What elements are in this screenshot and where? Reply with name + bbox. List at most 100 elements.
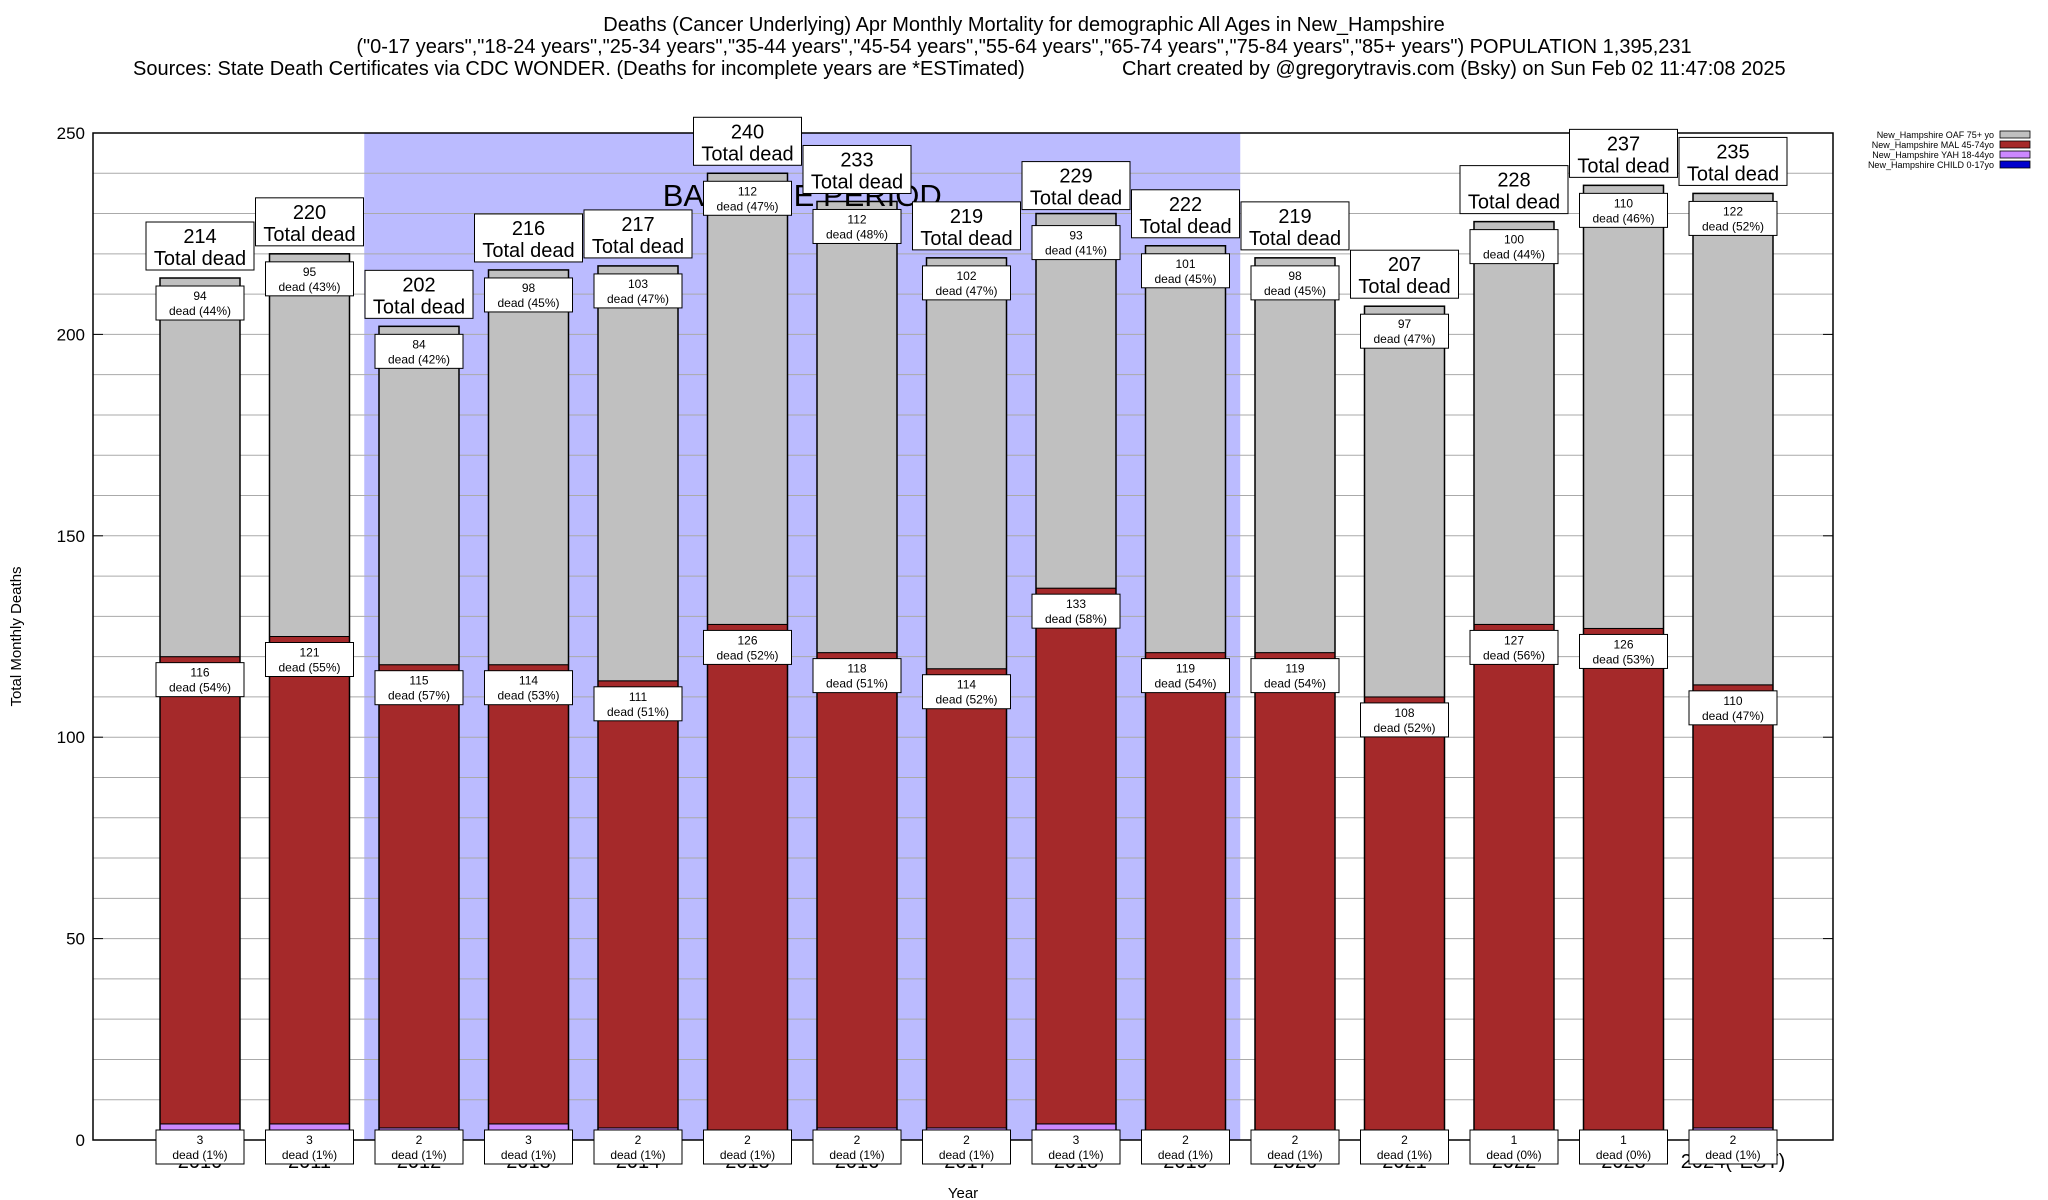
bar-segment: [1364, 696, 1445, 1133]
label-value: 122: [1723, 204, 1743, 218]
label-percent: dead (44%): [1483, 248, 1545, 262]
total-box: [693, 116, 802, 166]
label-value: 121: [299, 646, 319, 660]
label-box: [593, 273, 683, 309]
legend-label: New_Hampshire MAL 45-74yo: [1872, 140, 1994, 150]
bar-segment: [597, 265, 679, 682]
y-tick-label: 200: [57, 325, 85, 344]
label-box: [1579, 1129, 1668, 1165]
label-value: 110: [1614, 196, 1633, 210]
chart-title-block: Deaths (Cancer Underlying) Apr Monthly M…: [0, 14, 2048, 80]
label-percent: dead (1%): [829, 1148, 884, 1162]
y-tick-label: 100: [57, 728, 85, 747]
label-value: 1: [1511, 1133, 1518, 1147]
label-box: [484, 277, 573, 313]
label-value: 112: [738, 184, 757, 198]
label-percent: dead (1%): [1377, 1148, 1432, 1162]
total-caption: Total dead: [482, 240, 574, 262]
legend-label: New_Hampshire OAF 75+ yo: [1877, 130, 1994, 140]
label-value: 3: [525, 1133, 532, 1147]
chart-title: Deaths (Cancer Underlying) Apr Monthly M…: [603, 14, 1445, 36]
total-value: 214: [183, 226, 216, 248]
label-box: [155, 662, 245, 698]
label-value: 115: [409, 674, 428, 688]
label-box: [265, 1129, 354, 1165]
total-box: [1459, 165, 1569, 215]
label-box: [265, 642, 354, 677]
total-box: [364, 269, 474, 319]
legend-entry: New_Hampshire OAF 75+ yo: [1877, 130, 2031, 140]
label-percent: dead (52%): [1373, 721, 1435, 735]
label-box: [1688, 1129, 1778, 1165]
label-percent: dead (1%): [282, 1148, 337, 1162]
bar-segment: [488, 664, 569, 1125]
total-value: 240: [731, 121, 764, 143]
label-value: 2: [1182, 1133, 1189, 1147]
label-box: [1031, 1129, 1121, 1165]
label-percent: dead (51%): [607, 705, 669, 719]
label-box: [1250, 265, 1340, 301]
label-percent: dead (47%): [1373, 332, 1435, 346]
bar-segment: [1145, 652, 1226, 1133]
bars: [159, 172, 1774, 1141]
label-percent: dead (1%): [939, 1148, 994, 1162]
chart-credit: Chart created by @gregorytravis.com (Bsk…: [1122, 58, 1786, 80]
label-percent: dead (45%): [1264, 284, 1326, 298]
total-caption: Total dead: [811, 171, 903, 193]
label-box: [1141, 658, 1230, 694]
label-percent: dead (47%): [935, 284, 997, 298]
label-percent: dead (52%): [716, 648, 778, 662]
total-caption: Total dead: [263, 224, 355, 246]
label-box: [812, 1129, 902, 1165]
total-value: 207: [1388, 254, 1421, 276]
total-value: 220: [293, 202, 326, 224]
total-caption: Total dead: [1577, 155, 1669, 177]
label-box: [1579, 633, 1668, 669]
label-box: [1141, 253, 1230, 289]
total-caption: Total dead: [1687, 163, 1779, 185]
bar-segment: [1692, 192, 1774, 686]
total-box: [1678, 136, 1788, 186]
label-box: [1031, 593, 1121, 629]
bar-segment: [1035, 213, 1117, 589]
total-box: [802, 144, 912, 194]
label-value: 95: [303, 265, 317, 279]
label-box: [1688, 690, 1778, 726]
bar-segment: [159, 277, 241, 658]
total-caption: Total dead: [373, 296, 465, 318]
label-box: [1031, 225, 1121, 261]
total-caption: Total dead: [1249, 228, 1341, 250]
label-value: 2: [635, 1133, 642, 1147]
bar-segment: [269, 253, 350, 637]
bar-segment: [159, 656, 241, 1125]
label-box: [1360, 702, 1449, 738]
label-box: [593, 1129, 683, 1165]
label-percent: dead (0%): [1596, 1148, 1651, 1162]
label-percent: dead (0%): [1486, 1148, 1541, 1162]
label-box: [265, 261, 354, 297]
total-box: [474, 213, 583, 263]
label-percent: dead (47%): [607, 292, 669, 306]
label-value: 101: [1175, 257, 1195, 271]
label-percent: dead (47%): [716, 199, 778, 213]
bar-segment: [1145, 245, 1226, 654]
